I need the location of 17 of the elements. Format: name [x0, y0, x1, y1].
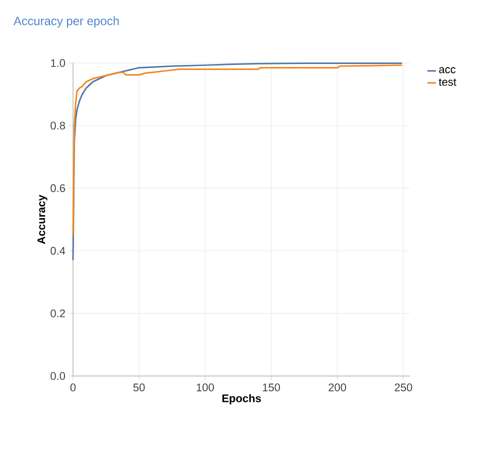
x-tick-label: 150: [262, 384, 280, 392]
legend-label: acc: [439, 67, 456, 74]
x-tick-label: 100: [196, 384, 214, 392]
x-tick-label: 0: [70, 384, 76, 392]
chart-title: Accuracy per epoch: [14, 16, 119, 28]
legend-label: test: [438, 78, 456, 86]
y-tick-label: 1.0: [51, 59, 66, 67]
y-tick-label: 0.2: [50, 309, 65, 318]
x-axis-title: Epochs: [222, 394, 261, 404]
y-tick-label: 0.4: [50, 246, 66, 255]
x-tick-label: 50: [133, 384, 145, 392]
y-tick-label: 0.0: [50, 372, 66, 380]
x-tick-label: 250: [394, 384, 412, 392]
x-tick-label: 200: [328, 384, 346, 392]
y-tick-label: 0.8: [50, 122, 66, 130]
y-axis-title: Accuracy: [38, 194, 48, 244]
y-tick-label: 0.6: [50, 184, 66, 192]
